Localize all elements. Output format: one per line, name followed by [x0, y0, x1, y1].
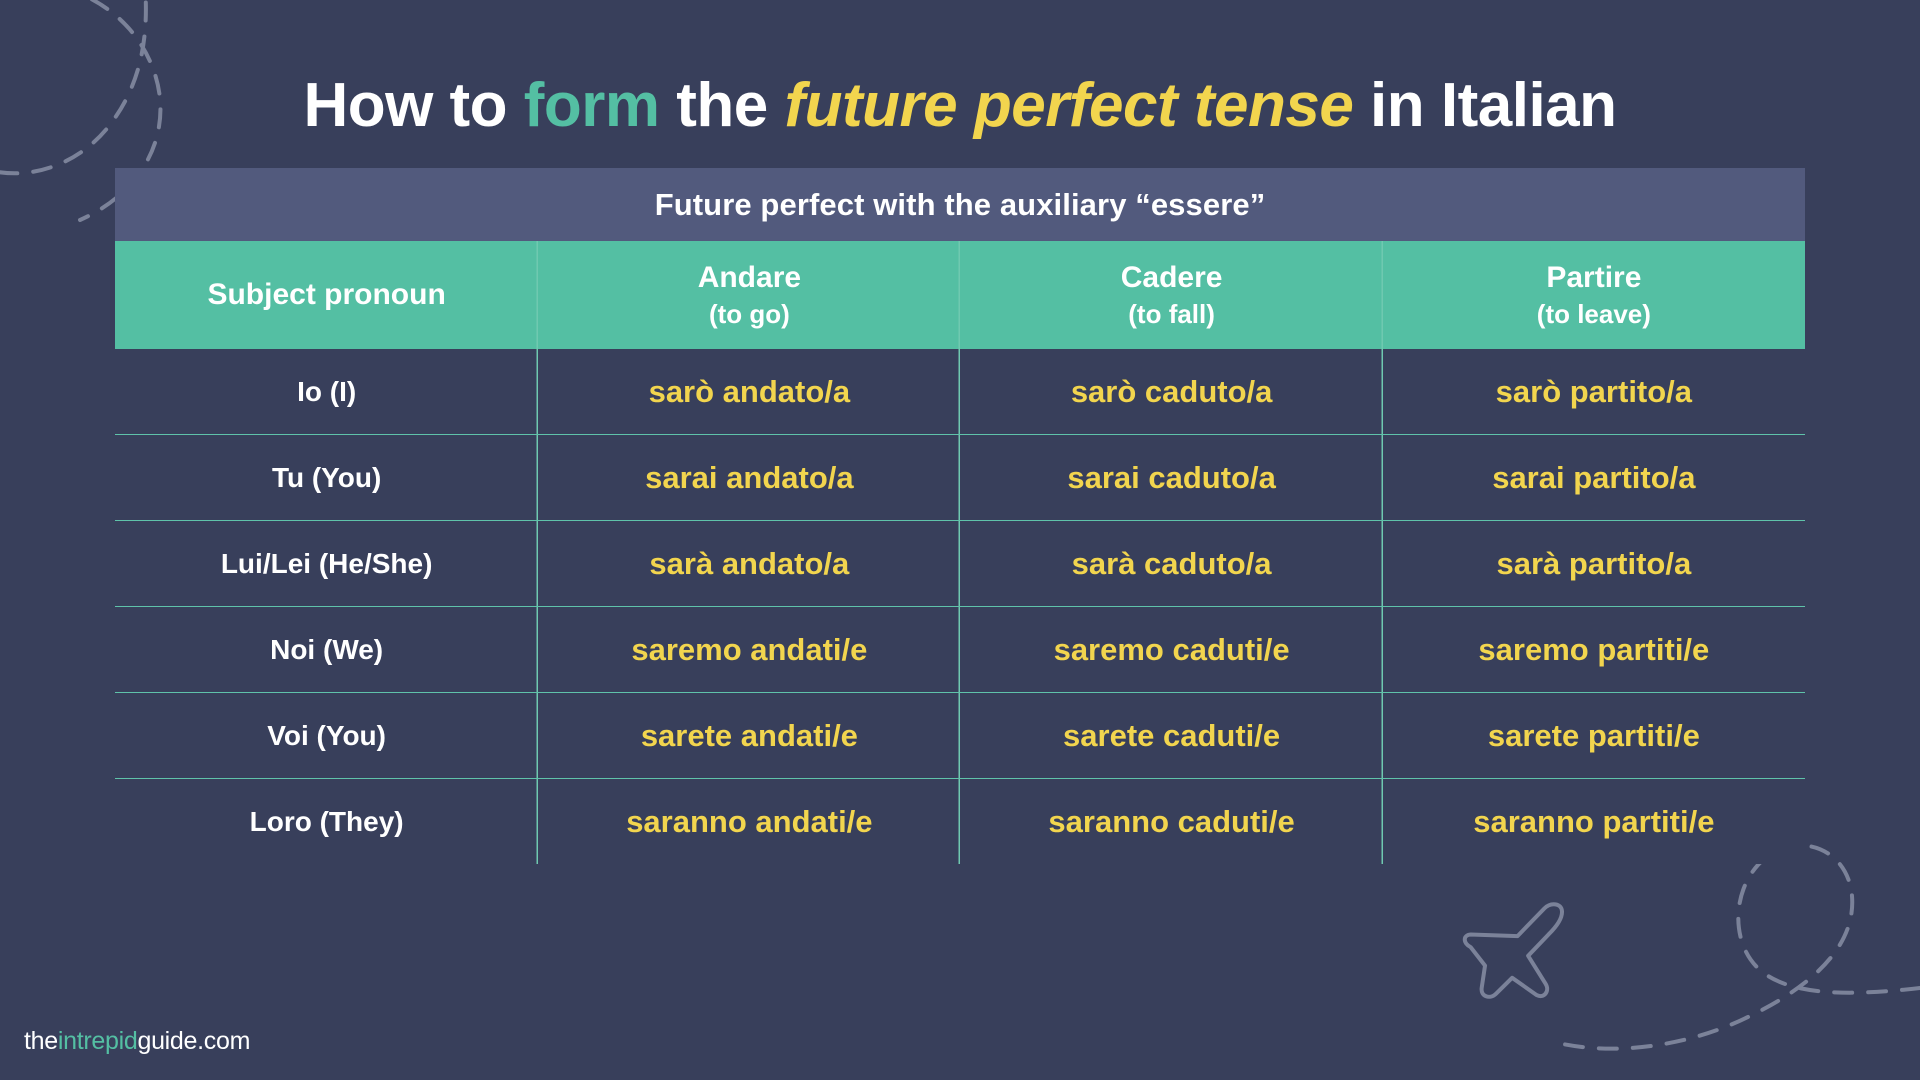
column-header-subject-pronoun: Subject pronoun — [115, 241, 539, 349]
table-caption: Future perfect with the auxiliary “esser… — [115, 168, 1805, 241]
logo-part-intrepid: intrepid — [57, 1027, 138, 1055]
cell-partire: sarò partito/a — [1382, 349, 1805, 435]
row-pronoun: Tu (You) — [115, 434, 539, 521]
logo-part-guide: guide.com — [137, 1027, 251, 1055]
cell-partire: sarà partito/a — [1382, 520, 1805, 607]
cell-cadere: sarà caduto/a — [960, 520, 1383, 607]
title-segment-2: the — [659, 70, 785, 140]
column-header-cadere-translation: (to fall) — [1128, 298, 1215, 329]
cell-partire: sarete partiti/e — [1382, 692, 1805, 779]
logo-part-the: the — [24, 1027, 58, 1055]
column-header-cadere-infinitive: Cadere — [1120, 261, 1223, 295]
conjugation-table-container: Future perfect with the auxiliary “esser… — [115, 168, 1805, 864]
column-header-partire: Partire (to leave) — [1382, 241, 1805, 349]
title-highlight-form: form — [523, 70, 660, 140]
row-pronoun: Loro (They) — [115, 778, 539, 864]
table-row: Loro (They) saranno andati/e saranno cad… — [115, 778, 1805, 864]
cell-andare: sarò andato/a — [538, 349, 961, 435]
title-segment-3: in Italian — [1353, 70, 1617, 140]
table-row: Io (I) sarò andato/a sarò caduto/a sarò … — [115, 349, 1805, 435]
table-body: Io (I) sarò andato/a sarò caduto/a sarò … — [115, 349, 1805, 864]
column-header-cadere: Cadere (to fall) — [960, 241, 1383, 349]
page-title: How to form the future perfect tense in … — [0, 70, 1920, 141]
title-highlight-tense: future perfect tense — [784, 70, 1354, 140]
cell-cadere: sarò caduto/a — [960, 349, 1383, 435]
cell-cadere: saremo caduti/e — [960, 606, 1383, 693]
column-header-andare: Andare (to go) — [538, 241, 961, 349]
cell-cadere: sarete caduti/e — [960, 692, 1383, 779]
cell-partire: sarai partito/a — [1382, 434, 1805, 521]
cell-partire: saranno partiti/e — [1382, 778, 1805, 864]
row-pronoun: Noi (We) — [115, 606, 539, 693]
row-pronoun: Voi (You) — [115, 692, 539, 779]
site-logo[interactable]: theintrepidguide.com — [24, 1027, 250, 1056]
cell-partire: saremo partiti/e — [1382, 606, 1805, 693]
table-row: Noi (We) saremo andati/e saremo caduti/e… — [115, 606, 1805, 693]
conjugation-table: Future perfect with the auxiliary “esser… — [115, 168, 1805, 864]
cell-andare: sarai andato/a — [538, 434, 961, 521]
table-row: Voi (You) sarete andati/e sarete caduti/… — [115, 692, 1805, 779]
cell-cadere: saranno caduti/e — [960, 778, 1383, 864]
title-segment-1: How to — [303, 70, 524, 140]
row-pronoun: Lui/Lei (He/She) — [115, 520, 539, 607]
column-header-andare-translation: (to go) — [708, 298, 790, 329]
table-row: Lui/Lei (He/She) sarà andato/a sarà cadu… — [115, 520, 1805, 607]
row-pronoun: Io (I) — [115, 349, 539, 435]
cell-andare: saremo andati/e — [538, 606, 961, 693]
cell-andare: saranno andati/e — [538, 778, 961, 864]
table-head: Future perfect with the auxiliary “esser… — [115, 168, 1805, 349]
column-header-partire-infinitive: Partire — [1546, 261, 1642, 295]
airplane-icon — [1462, 902, 1564, 999]
table-header-row: Subject pronoun Andare (to go) Cadere (t… — [115, 241, 1805, 349]
column-header-andare-infinitive: Andare — [697, 261, 802, 295]
table-row: Tu (You) sarai andato/a sarai caduto/a s… — [115, 434, 1805, 521]
cell-andare: sarete andati/e — [538, 692, 961, 779]
cell-cadere: sarai caduto/a — [960, 434, 1383, 521]
column-header-partire-translation: (to leave) — [1536, 298, 1651, 329]
cell-andare: sarà andato/a — [538, 520, 961, 607]
table-caption-row: Future perfect with the auxiliary “esser… — [115, 168, 1805, 241]
